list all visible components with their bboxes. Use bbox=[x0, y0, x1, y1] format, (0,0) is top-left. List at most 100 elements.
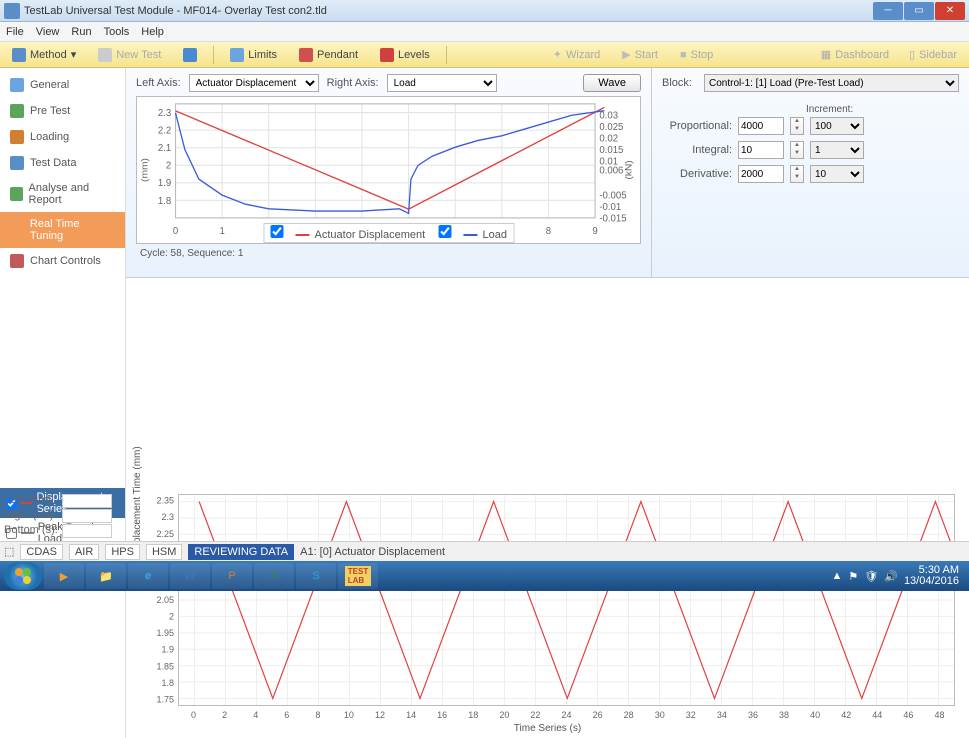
sidebar-item-general[interactable]: General bbox=[0, 72, 125, 98]
sidebar-item-analyse-and-report[interactable]: Analyse and Report bbox=[0, 176, 125, 212]
wizard-button[interactable]: ✦Wizard bbox=[547, 46, 606, 63]
legend-load: Load bbox=[483, 229, 507, 241]
maximize-button[interactable]: ▭ bbox=[904, 2, 934, 20]
menubar: File View Run Tools Help bbox=[0, 22, 969, 42]
pendant-button[interactable]: Pendant bbox=[293, 46, 364, 64]
nav-label: Pre Test bbox=[30, 105, 70, 117]
levels-icon bbox=[380, 48, 394, 62]
svg-text:(kN): (kN) bbox=[624, 160, 635, 179]
integral-spinner[interactable]: ▲▼ bbox=[790, 141, 804, 159]
svg-text:36: 36 bbox=[748, 710, 758, 720]
start-button-taskbar[interactable] bbox=[4, 562, 42, 590]
taskbar-app-5[interactable]: P bbox=[212, 563, 252, 589]
nav-label: Analyse and Report bbox=[29, 182, 115, 206]
stop-label: Stop bbox=[691, 49, 714, 61]
svg-text:30: 30 bbox=[655, 710, 665, 720]
svg-text:2.3: 2.3 bbox=[161, 512, 174, 522]
nav-label: General bbox=[30, 79, 69, 91]
legend-disp: Actuator Displacement bbox=[315, 229, 426, 241]
nav-icon bbox=[10, 223, 24, 237]
bottom-val-input[interactable] bbox=[62, 524, 112, 538]
wizard-label: Wizard bbox=[566, 49, 600, 61]
proportional-inc[interactable]: 100 bbox=[810, 117, 864, 135]
status-air: AIR bbox=[69, 544, 99, 560]
integral-inc[interactable]: 1 bbox=[810, 141, 864, 159]
menu-run[interactable]: Run bbox=[71, 26, 91, 38]
taskbar-app-2[interactable]: 📁 bbox=[86, 563, 126, 589]
menu-tools[interactable]: Tools bbox=[104, 26, 130, 38]
limits-button[interactable]: Limits bbox=[224, 46, 283, 64]
stop-button[interactable]: ■Stop bbox=[674, 47, 719, 63]
menu-file[interactable]: File bbox=[6, 26, 24, 38]
proportional-spinner[interactable]: ▲▼ bbox=[790, 117, 804, 135]
dashboard-button[interactable]: ▦Dashboard bbox=[815, 46, 895, 63]
derivative-spinner[interactable]: ▲▼ bbox=[790, 165, 804, 183]
windows-icon bbox=[13, 566, 33, 586]
proportional-label: Proportional: bbox=[662, 120, 732, 132]
svg-text:44: 44 bbox=[872, 710, 882, 720]
taskbar-app-8[interactable]: TESTLAB bbox=[338, 563, 378, 589]
svg-text:0.01: 0.01 bbox=[599, 156, 618, 167]
menu-view[interactable]: View bbox=[36, 26, 60, 38]
sidebar-button[interactable]: ▯Sidebar bbox=[903, 46, 963, 63]
method-button[interactable]: Method ▾ bbox=[6, 46, 82, 64]
rightaxis-select[interactable]: Load bbox=[387, 74, 497, 92]
status-actuator: A1: [0] Actuator Displacement bbox=[300, 546, 445, 558]
close-button[interactable]: ✕ bbox=[935, 2, 965, 20]
status-indicator-icon: ⬚ bbox=[4, 545, 14, 558]
levels-label: Levels bbox=[398, 49, 430, 61]
sidebar-item-test-data[interactable]: Test Data bbox=[0, 150, 125, 176]
wave-button[interactable]: Wave bbox=[583, 74, 641, 92]
block-select[interactable]: Control-1: [1] Load (Pre-Test Load) bbox=[704, 74, 959, 92]
proportional-input[interactable] bbox=[738, 117, 784, 135]
svg-text:18: 18 bbox=[468, 710, 478, 720]
derivative-inc[interactable]: 10 bbox=[810, 165, 864, 183]
tray-icon-2[interactable]: ⚑ bbox=[848, 570, 858, 583]
legend-disp-check[interactable] bbox=[270, 225, 283, 238]
save-button[interactable] bbox=[177, 46, 203, 64]
svg-text:0.03: 0.03 bbox=[599, 110, 618, 121]
leftaxis-select[interactable]: Actuator Displacement bbox=[189, 74, 319, 92]
taskbar-app-7[interactable]: S bbox=[296, 563, 336, 589]
nav-label: Chart Controls bbox=[30, 255, 101, 267]
sidebar-item-real-time-tuning[interactable]: Real Time Tuning bbox=[0, 212, 125, 248]
right-val-input[interactable] bbox=[62, 509, 112, 523]
integral-input[interactable] bbox=[738, 141, 784, 159]
left-val-input[interactable] bbox=[62, 494, 112, 508]
svg-text:10: 10 bbox=[344, 710, 354, 720]
save-icon bbox=[183, 48, 197, 62]
newtest-label: New Test bbox=[116, 49, 161, 61]
tray-icon-1[interactable]: ▲ bbox=[832, 570, 843, 582]
taskbar-app-4[interactable]: W bbox=[170, 563, 210, 589]
lower-chart: Displacement Time (mm) Time Series (s) 0… bbox=[126, 488, 969, 738]
block-label: Block: bbox=[662, 77, 698, 89]
svg-text:12: 12 bbox=[375, 710, 385, 720]
legend-load-check[interactable] bbox=[438, 225, 451, 238]
taskbar-app-3[interactable]: e bbox=[128, 563, 168, 589]
taskbar-app-1[interactable]: ▶ bbox=[44, 563, 84, 589]
derivative-input[interactable] bbox=[738, 165, 784, 183]
start-button[interactable]: ▶Start bbox=[616, 46, 664, 63]
rightaxis-label: Right Axis: bbox=[327, 77, 379, 89]
tray-clock[interactable]: 5:30 AM 13/04/2016 bbox=[904, 565, 959, 587]
sidebar-item-pre-test[interactable]: Pre Test bbox=[0, 98, 125, 124]
tray-icon-4[interactable]: 🔊 bbox=[884, 570, 898, 583]
svg-text:24: 24 bbox=[561, 710, 571, 720]
titlebar: TestLab Universal Test Module - MF014- O… bbox=[0, 0, 969, 22]
svg-text:28: 28 bbox=[624, 710, 634, 720]
menu-help[interactable]: Help bbox=[141, 26, 164, 38]
sidebar-item-loading[interactable]: Loading bbox=[0, 124, 125, 150]
tray-icon-3[interactable]: 🛡 bbox=[864, 570, 878, 583]
left-val-label: Left (mm): bbox=[4, 494, 60, 508]
newtest-button[interactable]: New Test bbox=[92, 46, 167, 64]
svg-text:0.025: 0.025 bbox=[599, 122, 624, 133]
svg-text:26: 26 bbox=[593, 710, 603, 720]
svg-text:2.25: 2.25 bbox=[156, 529, 174, 539]
svg-text:2.3: 2.3 bbox=[158, 108, 172, 119]
minimize-button[interactable]: ─ bbox=[873, 2, 903, 20]
svg-text:2: 2 bbox=[166, 160, 172, 171]
levels-button[interactable]: Levels bbox=[374, 46, 436, 64]
sidebar-item-chart-controls[interactable]: Chart Controls bbox=[0, 248, 125, 274]
cycle-label: Cycle: 58, Sequence: 1 bbox=[136, 244, 641, 259]
taskbar-app-6[interactable]: X bbox=[254, 563, 294, 589]
